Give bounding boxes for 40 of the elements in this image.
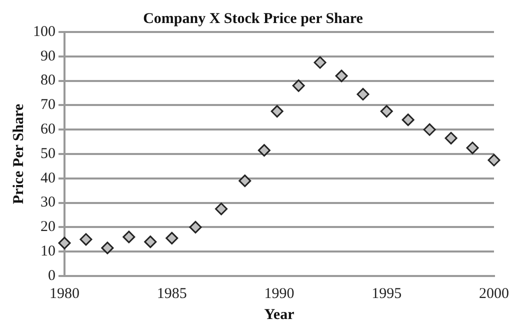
point bbox=[166, 232, 178, 244]
x-tick-label: 1980 bbox=[50, 286, 80, 302]
y-tick-label: 60 bbox=[40, 122, 56, 138]
point bbox=[335, 70, 348, 82]
point bbox=[466, 142, 479, 154]
y-tick-label: 90 bbox=[40, 48, 56, 64]
point bbox=[314, 56, 326, 69]
point bbox=[144, 236, 157, 248]
point bbox=[122, 230, 136, 244]
point bbox=[58, 236, 71, 250]
point bbox=[380, 105, 393, 118]
point bbox=[258, 144, 270, 157]
point bbox=[80, 233, 92, 246]
y-tick-label: 10 bbox=[40, 244, 56, 260]
y-tick-label: 100 bbox=[33, 24, 56, 40]
y-tick-label: 40 bbox=[40, 170, 56, 186]
point bbox=[292, 79, 305, 92]
point bbox=[238, 174, 252, 188]
x-axis-title: Year bbox=[264, 306, 295, 323]
x-tick-label: 1990 bbox=[264, 286, 294, 302]
x-tick-label: 1995 bbox=[372, 286, 402, 302]
point bbox=[270, 105, 284, 118]
point bbox=[488, 154, 500, 166]
point bbox=[215, 202, 228, 216]
y-tick-label: 0 bbox=[48, 268, 56, 284]
point bbox=[189, 220, 202, 234]
point bbox=[101, 242, 114, 254]
y-tick-label: 30 bbox=[40, 194, 56, 211]
x-tick-label: 1985 bbox=[156, 286, 187, 302]
y-tick-label: 20 bbox=[40, 219, 56, 236]
point bbox=[444, 132, 458, 144]
chart-title: Company X Stock Price per Share bbox=[143, 10, 364, 27]
y-tick-label: 50 bbox=[40, 146, 56, 162]
y-tick-label: 70 bbox=[40, 97, 56, 114]
y-axis-title: Price Per Share bbox=[10, 104, 27, 204]
point bbox=[423, 123, 436, 136]
point bbox=[402, 114, 414, 126]
y-tick-label: 80 bbox=[40, 72, 56, 89]
point bbox=[356, 88, 370, 100]
x-tick-label: 2000 bbox=[479, 286, 509, 302]
